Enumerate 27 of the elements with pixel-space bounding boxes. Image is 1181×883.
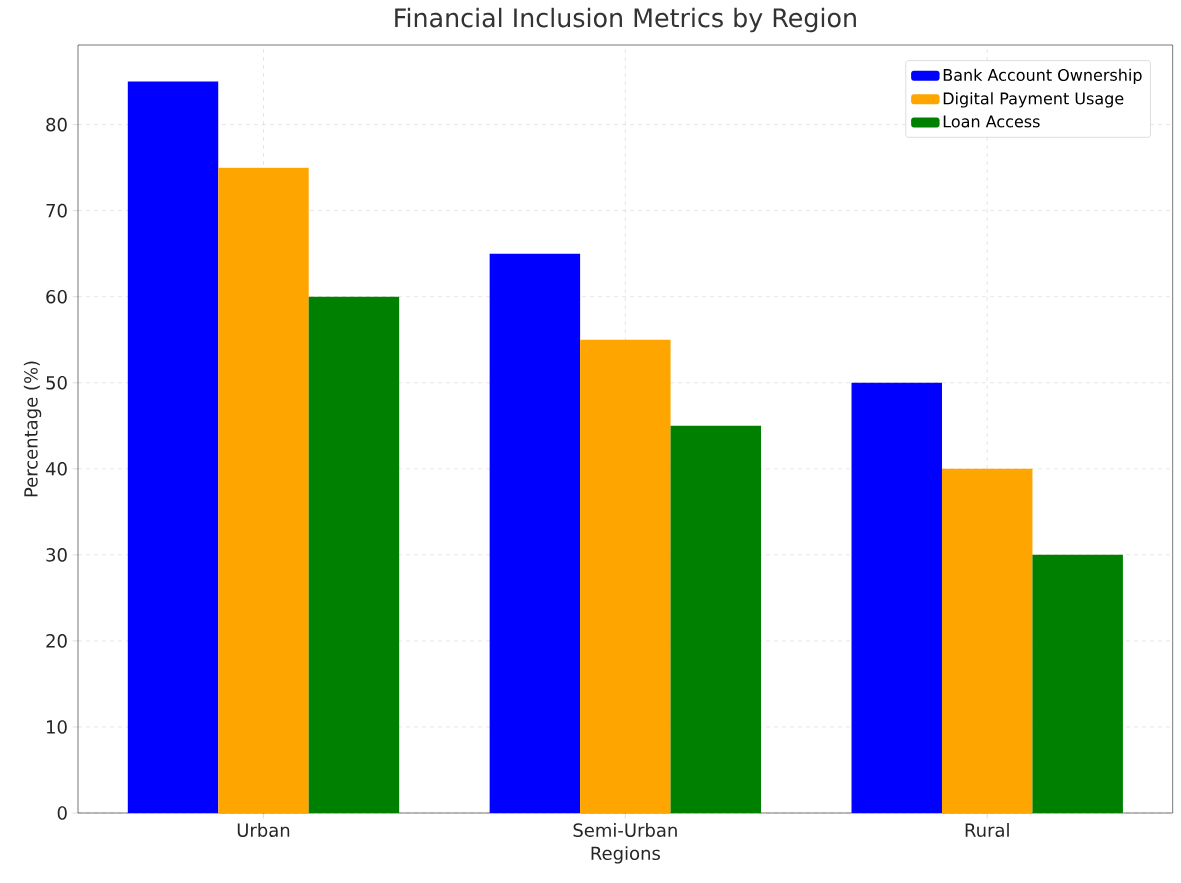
bar: [670, 425, 762, 813]
legend-label: Loan Access: [943, 115, 1040, 128]
x-axis-title: Regions: [591, 846, 660, 864]
chart-title: Financial Inclusion Metrics by Region: [395, 7, 856, 33]
bar: [580, 339, 671, 813]
y-tick-label: 10: [47, 720, 67, 734]
x-tick-label: Semi-Urban: [573, 823, 677, 837]
legend-label: Bank Account Ownership: [943, 68, 1142, 85]
bar: [941, 468, 1033, 813]
x-tick-label: Urban: [237, 823, 290, 837]
bar: [851, 382, 942, 813]
y-tick-label: 60: [46, 289, 67, 304]
x-tick-label: Rural: [965, 823, 1009, 837]
y-axis-title: Percentage (%): [23, 361, 42, 497]
y-tick-label: 30: [46, 548, 67, 562]
y-tick-label: 40: [45, 461, 67, 476]
y-tick-label: 0: [57, 806, 67, 820]
bar: [489, 253, 581, 813]
bar: [308, 296, 400, 813]
y-tick-label: 70: [46, 203, 67, 218]
y-tick-label: 20: [46, 634, 67, 648]
y-tick-label: 50: [46, 375, 67, 390]
bar: [218, 167, 309, 813]
y-tick-label: 80: [46, 117, 67, 132]
bar: [127, 81, 219, 813]
legend-label: Digital Payment Usage: [943, 92, 1124, 108]
bar: [1032, 554, 1123, 813]
